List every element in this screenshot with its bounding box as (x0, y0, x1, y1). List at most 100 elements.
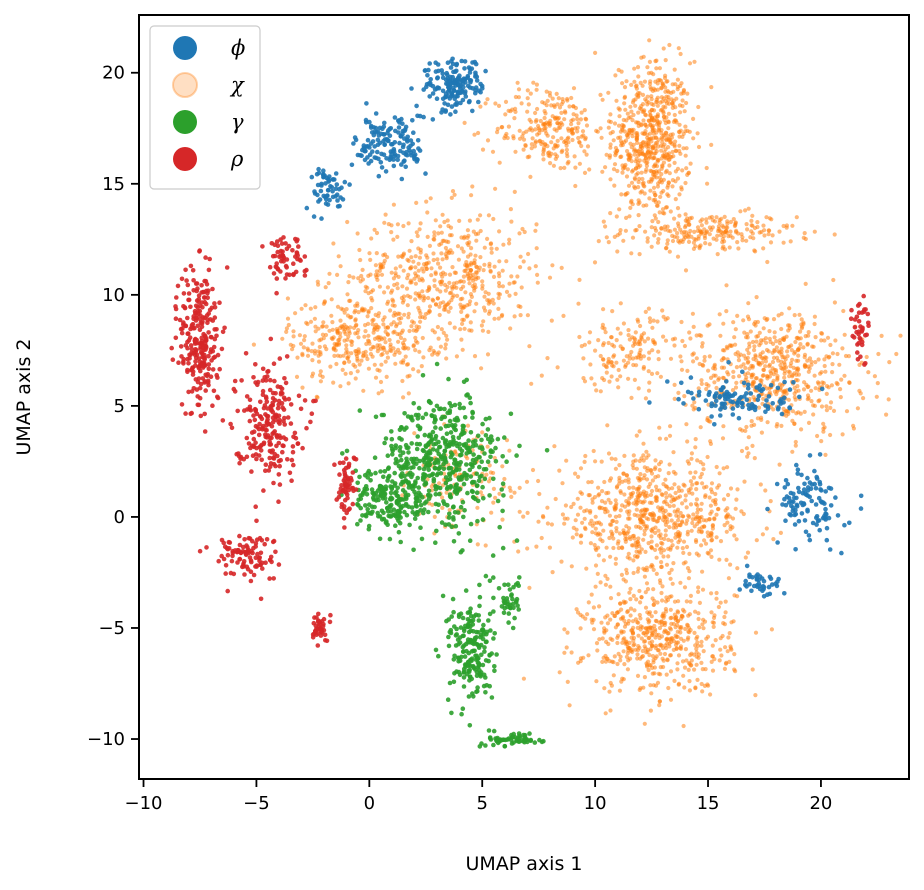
data-point (709, 531, 714, 536)
data-point (626, 333, 631, 338)
data-point (438, 265, 443, 270)
data-point (672, 482, 677, 487)
data-point (495, 126, 500, 131)
data-point (483, 543, 488, 548)
data-point (686, 239, 692, 244)
data-point (682, 394, 687, 399)
data-point (602, 479, 607, 485)
data-point (752, 248, 757, 253)
data-point (439, 251, 444, 256)
data-point (633, 647, 638, 652)
data-point (709, 659, 714, 665)
data-point (708, 511, 713, 516)
data-point (644, 449, 649, 454)
data-point (673, 82, 678, 87)
data-point (683, 153, 688, 158)
data-point (317, 344, 322, 350)
data-point (700, 667, 705, 672)
data-point (656, 169, 662, 174)
data-point (613, 498, 618, 503)
data-point (721, 321, 726, 326)
data-point (309, 349, 314, 354)
data-point (621, 238, 626, 243)
data-point (496, 280, 502, 286)
data-point (823, 452, 828, 457)
data-point (512, 116, 517, 121)
data-point (688, 336, 693, 341)
data-point (570, 127, 575, 132)
data-point (497, 229, 502, 234)
data-point (641, 489, 647, 494)
data-point (744, 238, 749, 243)
data-point (760, 356, 765, 361)
data-point (389, 446, 395, 452)
data-point (681, 91, 686, 96)
data-point (659, 172, 664, 177)
data-point (600, 376, 605, 381)
data-point (480, 286, 485, 291)
data-point (782, 388, 788, 393)
data-point (458, 327, 463, 332)
data-point (695, 510, 700, 515)
data-point (480, 627, 485, 632)
data-point (660, 308, 665, 313)
data-point (382, 469, 388, 474)
data-point (726, 372, 731, 377)
data-point (336, 254, 341, 259)
data-point (567, 703, 572, 708)
data-point (720, 240, 725, 245)
data-point (671, 561, 676, 566)
data-point (629, 159, 634, 164)
data-point (749, 419, 754, 424)
data-point (382, 440, 387, 446)
data-point (699, 501, 704, 506)
data-point (647, 611, 652, 617)
data-point (427, 243, 432, 248)
data-point (625, 531, 630, 536)
data-point (334, 361, 339, 367)
data-point (521, 732, 526, 738)
data-point (780, 366, 785, 371)
data-point (743, 365, 748, 371)
data-point (689, 456, 694, 461)
data-point (373, 272, 378, 277)
data-point (653, 228, 659, 233)
data-point (465, 254, 471, 259)
data-point (683, 647, 689, 652)
data-point (635, 149, 640, 154)
data-point (625, 167, 631, 172)
data-point (443, 342, 448, 347)
data-point (696, 616, 701, 622)
data-point (547, 93, 553, 98)
data-point (468, 430, 474, 435)
data-point (735, 240, 740, 245)
data-point (650, 219, 655, 224)
data-point (635, 673, 641, 679)
data-point (646, 484, 651, 489)
data-point (655, 103, 660, 108)
data-point (656, 237, 661, 242)
data-point (409, 441, 415, 446)
data-point (635, 171, 641, 176)
data-point (526, 102, 531, 107)
data-point (650, 478, 656, 483)
data-point (407, 522, 412, 528)
data-point (623, 579, 629, 584)
data-point (663, 98, 668, 104)
data-point (527, 117, 532, 122)
data-point (687, 129, 692, 134)
data-point (842, 373, 847, 378)
data-point (835, 351, 840, 357)
data-point (397, 445, 403, 450)
data-point (443, 245, 448, 251)
data-point (517, 485, 522, 490)
data-point (798, 329, 803, 334)
data-point (328, 364, 333, 369)
data-point (310, 341, 315, 346)
data-point (562, 627, 567, 632)
data-point (416, 405, 422, 411)
data-point (679, 488, 684, 493)
data-point (724, 514, 729, 519)
data-point (465, 640, 471, 645)
data-point (694, 551, 699, 556)
